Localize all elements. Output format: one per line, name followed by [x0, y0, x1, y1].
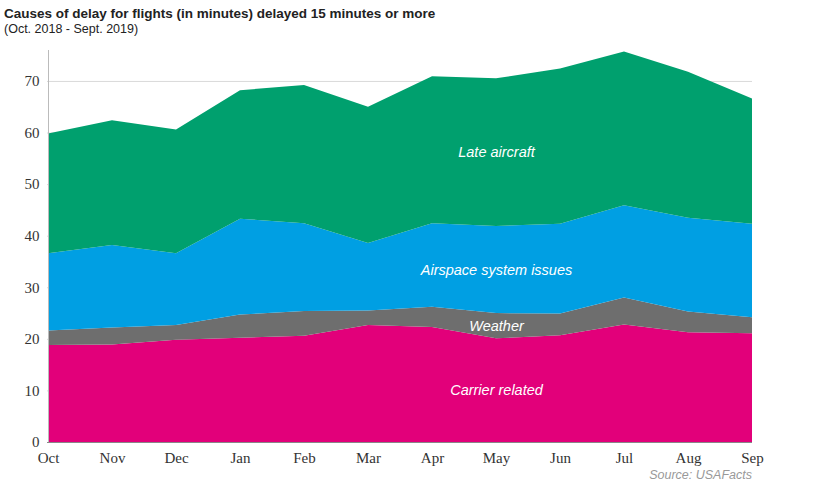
svg-text:40: 40	[25, 228, 40, 244]
svg-text:70: 70	[25, 73, 40, 89]
svg-text:Feb: Feb	[293, 450, 316, 466]
svg-text:10: 10	[25, 383, 40, 399]
svg-text:20: 20	[25, 331, 40, 347]
svg-text:Carrier related: Carrier related	[450, 382, 544, 398]
svg-text:Oct: Oct	[38, 450, 60, 466]
svg-text:Nov: Nov	[100, 450, 126, 466]
svg-text:Late aircraft: Late aircraft	[458, 144, 536, 160]
svg-text:May: May	[483, 450, 511, 466]
svg-text:Mar: Mar	[356, 450, 381, 466]
svg-text:Airspace system issues: Airspace system issues	[420, 262, 573, 278]
svg-text:Jul: Jul	[616, 450, 634, 466]
svg-text:0: 0	[32, 434, 40, 450]
svg-text:Aug: Aug	[676, 450, 702, 466]
svg-text:60: 60	[25, 125, 40, 141]
html-text:Causes of delay for flights (i: Causes of delay for flights (in minutes)…	[4, 6, 436, 21]
svg-text:Dec: Dec	[164, 450, 188, 466]
svg-text:Apr: Apr	[421, 450, 444, 466]
svg-text:30: 30	[25, 280, 40, 296]
svg-text:Jun: Jun	[550, 450, 571, 466]
html-text:(Oct. 2018 - Sept. 2019): (Oct. 2018 - Sept. 2019)	[4, 22, 139, 36]
svg-text:50: 50	[25, 176, 40, 192]
html-text:Source: USAFacts: Source: USAFacts	[649, 468, 752, 482]
svg-text:Sep: Sep	[741, 450, 764, 466]
svg-text:Weather: Weather	[469, 318, 525, 334]
svg-text:Jan: Jan	[231, 450, 251, 466]
